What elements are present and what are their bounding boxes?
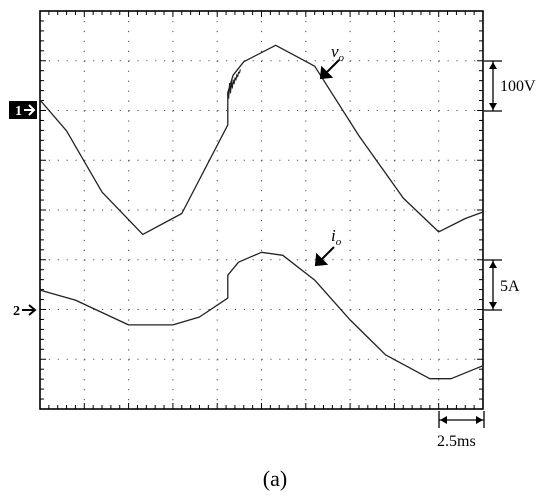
vo-label-subscript: o	[339, 52, 345, 64]
current-scale-arrow-up-icon	[489, 261, 497, 268]
time-scale-arrow-right-icon	[476, 416, 483, 424]
voltage-scale-arrow-down-icon	[489, 103, 497, 110]
time-scale-arrow-left-icon	[440, 416, 447, 424]
vo-annotation: vo	[319, 42, 345, 80]
vo-trace	[39, 44, 484, 236]
current-scale-bracket: 5A	[484, 259, 520, 311]
channel-1-marker: 1	[9, 101, 37, 119]
current-scale-label: 5A	[500, 278, 520, 295]
vo-label-main: v	[331, 42, 339, 61]
current-scale-arrow-down-icon	[489, 302, 497, 309]
channel-2-marker: 2	[13, 304, 37, 319]
channel-2-marker-label: 2	[13, 304, 20, 319]
vo-transient-ringing	[227, 69, 241, 99]
voltage-scale-arrow-up-icon	[489, 62, 497, 69]
time-scale-label: 2.5ms	[437, 433, 476, 450]
io-trace	[39, 251, 484, 380]
figure-caption: (a)	[263, 466, 287, 491]
io-label: io	[331, 226, 342, 248]
io-pointer-arrow-icon	[314, 246, 335, 267]
waveform-traces	[39, 44, 484, 380]
voltage-scale-label: 100V	[500, 78, 536, 95]
io-annotation: io	[314, 226, 342, 267]
scope-grid	[40, 11, 483, 409]
time-scale-bracket: 2.5ms	[437, 411, 485, 450]
channel-1-marker-label: 1	[15, 104, 22, 119]
vo-pointer-arrow-icon	[319, 59, 340, 80]
channel-2-marker-arrow-icon	[22, 304, 37, 316]
vo-label: vo	[331, 42, 345, 64]
voltage-scale-bracket: 100V	[484, 60, 536, 112]
channel-1-marker-arrow-icon	[24, 104, 36, 116]
io-label-subscript: o	[336, 236, 342, 248]
io-label-main: i	[331, 226, 336, 245]
